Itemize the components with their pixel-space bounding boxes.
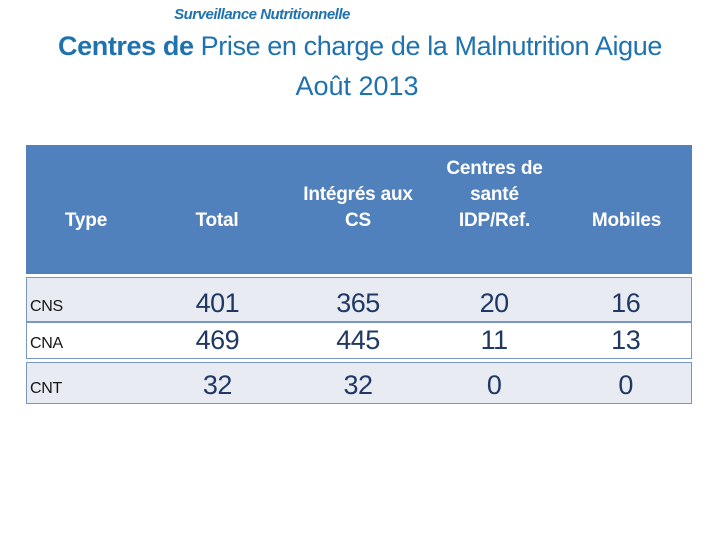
column-header-integres-cs: Intégrés aux CS: [288, 145, 428, 274]
cell-total: 469: [195, 325, 240, 355]
slide-main-title-rest: Prise en charge de la Malnutrition Aigue: [200, 31, 663, 61]
cell-idp-ref: 11: [480, 325, 509, 355]
column-header-type-line: Type: [64, 210, 108, 231]
column-header-mobiles-line: Mobiles: [591, 210, 662, 231]
column-header-total-line: Total: [195, 210, 239, 231]
column-header-sante-line2: santé: [470, 184, 519, 205]
cell-integres-cs: 32: [343, 370, 373, 400]
table-row-cns: CNS 401 365 20 16: [26, 277, 692, 322]
slide-date-title: Août 2013: [295, 71, 419, 101]
row-label: CNT: [30, 380, 62, 397]
table-body: CNS 401 365 20 16 CNA 469 445 11 13 CNT …: [26, 277, 692, 404]
cell-total: 401: [195, 288, 240, 318]
column-header-integres-line1: Intégrés aux: [303, 184, 413, 205]
column-header-type: Type: [26, 145, 146, 274]
table-header-row: Type Total Intégrés aux CS Centres de sa…: [26, 145, 692, 274]
slide-main-title: Centres de Prise en charge de la Malnutr…: [0, 31, 720, 62]
column-header-sante-line3: IDP/Ref.: [458, 210, 531, 231]
cell-idp-ref: 0: [486, 370, 502, 400]
column-header-mobiles: Mobiles: [561, 145, 692, 274]
cell-mobiles: 16: [611, 288, 641, 318]
slide-main-title-bold: Centres de: [58, 31, 201, 61]
cell-integres-cs: 365: [336, 288, 380, 318]
column-header-total: Total: [146, 145, 288, 274]
slide-kicker-title: Surveillance Nutritionnelle: [174, 6, 350, 23]
row-label: CNS: [30, 298, 63, 315]
column-header-centres-sante: Centres de santé IDP/Ref.: [428, 145, 561, 274]
table-row-cna: CNA 469 445 11 13: [26, 322, 692, 359]
row-label: CNA: [30, 335, 63, 352]
cell-mobiles: 13: [611, 325, 641, 355]
cell-mobiles: 0: [618, 370, 633, 400]
column-header-integres-line2: CS: [345, 210, 371, 231]
table-row-cnt: CNT 32 32 0 0: [26, 362, 692, 404]
column-header-sante-line1: Centres de: [446, 158, 543, 179]
cell-idp-ref: 20: [479, 288, 510, 318]
cell-total: 32: [202, 370, 233, 400]
cell-integres-cs: 445: [336, 325, 380, 355]
